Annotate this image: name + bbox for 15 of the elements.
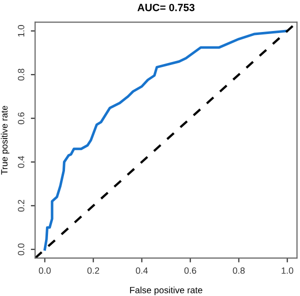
y-tick-label: 0.6	[18, 112, 24, 124]
x-tick-label: 0.0	[38, 267, 51, 274]
x-axis-title: False positive rate	[130, 286, 202, 296]
y-tick-label: 0.4	[18, 156, 24, 168]
y-tick-label: 0.0	[18, 243, 24, 256]
chart-title: AUC= 0.753	[138, 4, 194, 12]
y-tick-label: 0.2	[18, 200, 24, 212]
x-tick-label: 0.6	[184, 267, 196, 274]
x-tick-label: 0.8	[232, 267, 245, 274]
x-tick-label: 0.2	[87, 267, 100, 274]
y-axis-title: True positive rate	[0, 106, 10, 175]
y-tick-label: 1.0	[18, 25, 24, 37]
x-tick-label: 0.4	[136, 267, 148, 274]
y-tick-label: 0.8	[18, 68, 24, 81]
x-tick-label: 1.0	[282, 267, 294, 274]
